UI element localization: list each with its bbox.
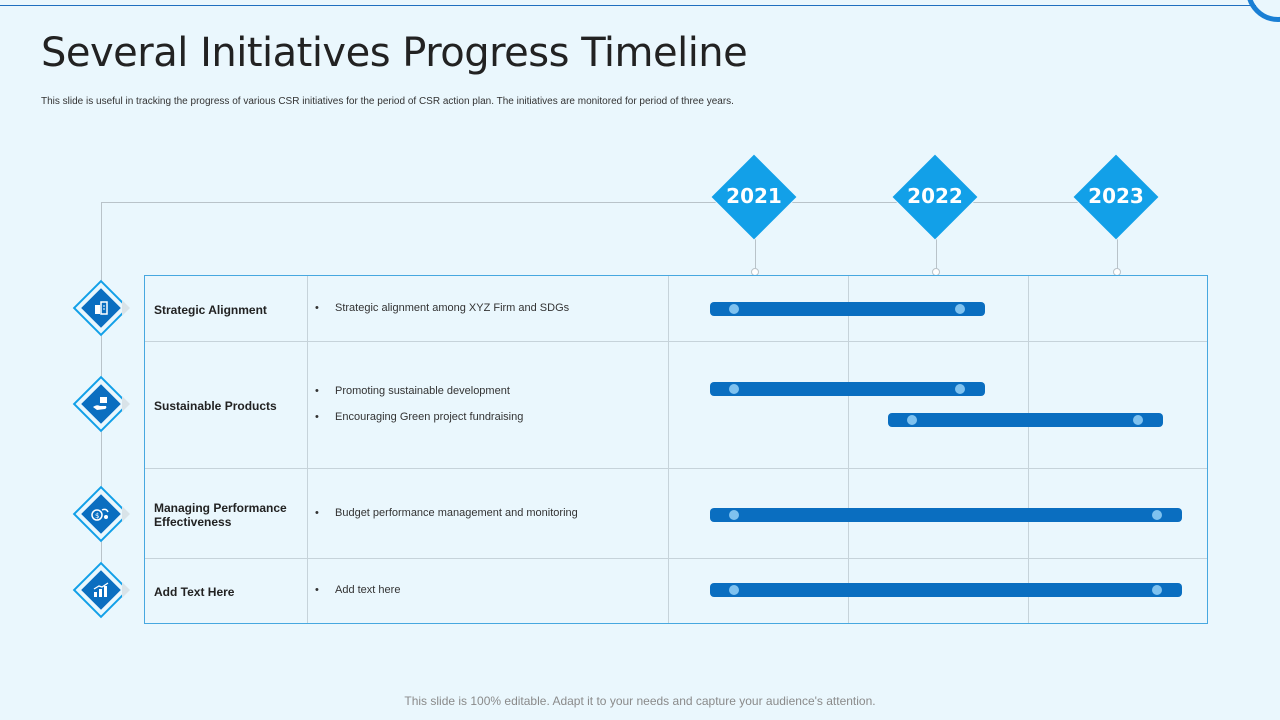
timeline-frame-top: [101, 202, 1117, 203]
list-item: • Add text here: [315, 584, 401, 596]
col-divider: [668, 276, 669, 623]
list-item: • Strategic alignment among XYZ Firm and …: [315, 302, 570, 314]
bar-end-knob: [955, 304, 965, 314]
year-label-2021: 2021: [726, 184, 782, 208]
performance-money-icon: $: [72, 485, 130, 543]
progress-bar-2021-2023: [710, 583, 1182, 597]
initiatives-table: Strategic Alignment • Strategic alignment…: [144, 275, 1208, 624]
year-stem-2022: [936, 236, 937, 272]
row-divider: [145, 341, 1207, 342]
row-title-managing-performance: Managing Performance Effectiveness: [154, 501, 287, 529]
bar-start-knob: [729, 585, 739, 595]
top-rule: [0, 5, 1256, 6]
year-label-2023: 2023: [1088, 184, 1144, 208]
bar-end-knob: [1152, 510, 1162, 520]
col-divider: [848, 276, 849, 623]
page-title: Several Initiatives Progress Timeline: [41, 30, 748, 76]
year-label-2022: 2022: [907, 184, 963, 208]
row-title-strategic-alignment: Strategic Alignment: [154, 303, 267, 317]
page-subtitle: This slide is useful in tracking the pro…: [41, 96, 734, 107]
list-item: • Promoting sustainable development: [315, 385, 510, 397]
growth-chart-icon: [72, 561, 130, 619]
bar-start-knob: [729, 304, 739, 314]
row-divider: [145, 558, 1207, 559]
col-divider: [307, 276, 308, 623]
year-stem-2023: [1117, 236, 1118, 272]
bar-end-knob: [955, 384, 965, 394]
col-divider: [1028, 276, 1029, 623]
svg-text:$: $: [95, 512, 99, 520]
corner-ring-decoration: [1246, 0, 1280, 22]
year-stem-2021: [755, 236, 756, 272]
bar-start-knob: [729, 384, 739, 394]
footer-note: This slide is 100% editable. Adapt it to…: [404, 694, 876, 708]
list-item: • Budget performance management and monit…: [315, 507, 578, 519]
row-title-add-text: Add Text Here: [154, 585, 235, 599]
bar-end-knob: [1133, 415, 1143, 425]
progress-bar-2021-2022: [710, 302, 985, 316]
progress-bar-2021-2022: [710, 382, 985, 396]
bar-end-knob: [1152, 585, 1162, 595]
progress-bar-2021-2023: [710, 508, 1182, 522]
row-title-sustainable-products: Sustainable Products: [154, 399, 277, 413]
product-hand-icon: [72, 375, 130, 433]
bar-start-knob: [729, 510, 739, 520]
row-divider: [145, 468, 1207, 469]
list-item: • Encouraging Green project fundraising: [315, 411, 524, 423]
progress-bar-2022-2023: [888, 413, 1163, 427]
bar-start-knob: [907, 415, 917, 425]
strategy-icon: [72, 279, 130, 337]
